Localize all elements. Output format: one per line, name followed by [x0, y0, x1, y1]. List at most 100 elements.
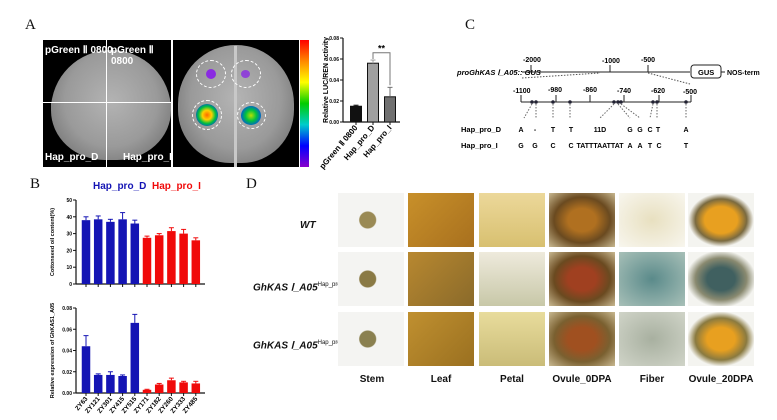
panel-label-b: B [30, 176, 41, 192]
y-tick-label: 0.06 [62, 327, 72, 333]
allele-i: C [568, 143, 573, 150]
allele-d: A [683, 127, 688, 134]
row-label-hap-pro-d: GhKAS Ⅰ_A05Hap_pro_D [253, 282, 349, 294]
column-label-fiber: Fiber [639, 374, 665, 385]
luciferase-leaf-image [173, 40, 299, 167]
bar [130, 223, 140, 284]
column-label-stem: Stem [359, 374, 385, 385]
bar [167, 231, 176, 284]
y-tick-label: 20 [66, 248, 72, 254]
gus-photo [688, 252, 754, 306]
gus-photo [479, 252, 545, 306]
allele-d: C [647, 127, 652, 134]
panel-label-d: D [246, 176, 257, 192]
bar [106, 374, 115, 393]
y-tick-label: 0.02 [329, 99, 339, 105]
panel-label-c: C [465, 17, 476, 33]
bar [142, 389, 152, 393]
bottom-tick: -860 [583, 87, 597, 94]
hap-pro-i-label: Hap_pro_I [461, 141, 498, 150]
gus-photo [619, 312, 685, 366]
allele-i: TATTTAATTAT [576, 143, 624, 150]
quadrant-label: pGreen Ⅱ 0800 [111, 45, 154, 67]
gus-photo [688, 193, 754, 247]
y-axis-label: Relative expression of GhKAS1_A05 [50, 303, 56, 398]
allele-d: G [627, 127, 633, 134]
bar [93, 374, 103, 393]
allele-i: T [684, 143, 689, 150]
promoter-diagram: proGhKAS Ⅰ_A05:: GUS -2000 -1000 -500 GU… [456, 57, 760, 150]
bar [81, 346, 91, 393]
allele-d: - [534, 127, 537, 134]
allele-i: T [648, 143, 653, 150]
bar [154, 384, 164, 393]
gus-photo [338, 193, 404, 247]
bottom-tick: -980 [548, 87, 562, 94]
allele-i: G [532, 143, 538, 150]
y-tick-label: 0.08 [329, 36, 339, 42]
bar [191, 383, 201, 393]
top-tick: -2000 [523, 57, 541, 64]
quadrant-label: pGreen Ⅱ 0800 [45, 45, 113, 56]
gus-photo [549, 252, 615, 306]
top-tick: -500 [641, 57, 655, 64]
y-axis-label: Relative LUC/REN activity [323, 37, 330, 123]
bar [118, 219, 127, 284]
hap-pro-d-label: Hap_pro_D [461, 125, 502, 134]
top-tick: -1000 [602, 58, 620, 65]
bar [350, 105, 362, 123]
bar [81, 220, 91, 284]
allele-i: C [656, 143, 661, 150]
gus-photo [479, 193, 545, 247]
panel-label-a: A [25, 17, 36, 33]
column-label-ovule-0dpa: Ovule_0DPA [552, 374, 612, 385]
gus-photo [479, 312, 545, 366]
column-label-leaf: Leaf [430, 374, 452, 385]
y-tick-label: 50 [66, 198, 72, 204]
construct-label: proGhKAS Ⅰ_A05:: GUS [456, 68, 541, 77]
colorbar [300, 40, 309, 167]
gus-label: GUS [698, 68, 714, 77]
bar [167, 380, 176, 393]
allele-i: A [627, 143, 632, 150]
column-label-petal: Petal [500, 374, 524, 385]
legend-hap-pro-d: Hap_pro_D [93, 181, 147, 192]
gus-photo [408, 312, 474, 366]
allele-d: T [569, 127, 574, 134]
quadrant-label: Hap_pro_I [123, 152, 172, 163]
quadrant-label: Hap_pro_D [45, 152, 99, 163]
gus-photo [688, 312, 754, 366]
significance-bracket [372, 52, 391, 86]
bottom-tick: -1100 [513, 88, 531, 95]
bar [179, 233, 188, 284]
gus-photo [408, 193, 474, 247]
allele-i: C [550, 143, 555, 150]
y-tick-label: 0.00 [62, 391, 72, 397]
gus-photo [619, 193, 685, 247]
y-tick-label: 10 [66, 265, 72, 271]
y-tick-label: 0 [69, 282, 72, 288]
gus-photo [338, 252, 404, 306]
gus-photo [338, 312, 404, 366]
y-tick-label: 0.04 [62, 349, 72, 355]
allele-d: A [518, 127, 523, 134]
column-label-ovule-20dpa: Ovule_20DPA [688, 374, 754, 385]
y-tick-label: 0.08 [62, 306, 72, 312]
y-axis-label: Cottonseed oil content(%) [50, 208, 56, 276]
snp-markers [530, 100, 688, 104]
bottom-tick: -620 [651, 88, 665, 95]
allele-d: T [551, 127, 556, 134]
legend-hap-pro-i: Hap_pro_I [152, 181, 201, 192]
bar [179, 382, 188, 393]
y-tick-label: 40 [66, 215, 72, 221]
y-tick-label: 0.00 [329, 120, 339, 126]
bar [384, 96, 396, 123]
significance-label: ** [378, 44, 386, 54]
nos-term-label: NOS-term [727, 70, 760, 77]
y-tick-label: 0.02 [62, 370, 72, 376]
gus-photo [408, 252, 474, 306]
gus-photo [549, 193, 615, 247]
bar [154, 235, 164, 284]
bar [93, 219, 103, 284]
allele-d: G [637, 127, 643, 134]
